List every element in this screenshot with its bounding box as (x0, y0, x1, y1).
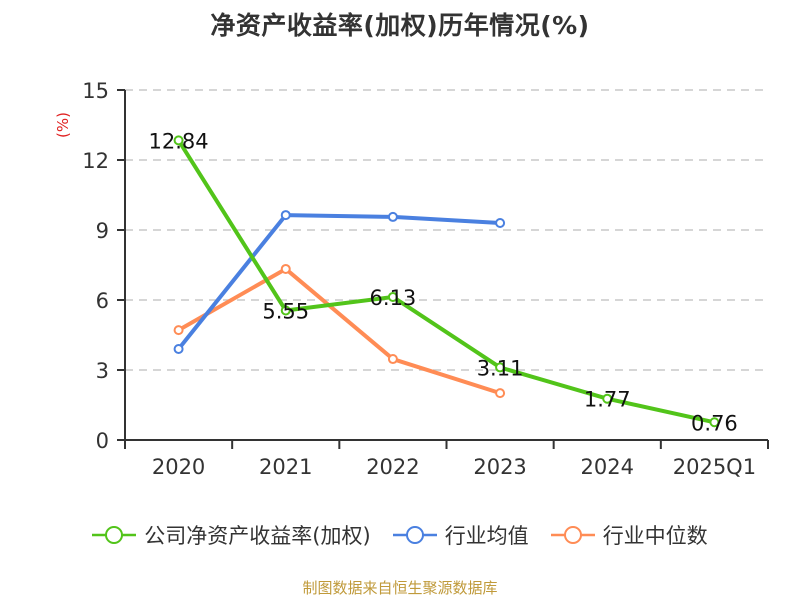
data-point (495, 218, 506, 228)
series-line-1 (176, 213, 503, 351)
legend-line-circle-icon (392, 526, 437, 544)
grid-lines (125, 89, 768, 371)
legend-label: 公司净资产收益率(加权) (144, 524, 371, 548)
data-label: 3.11 (477, 356, 524, 380)
chart-title: 净资产收益率(加权)历年情况(%) (210, 11, 590, 40)
data-point (387, 291, 398, 302)
data-label: 1.77 (584, 388, 631, 412)
x-tick-label: 2021 (259, 455, 312, 479)
y-tick-label: 9 (96, 219, 109, 243)
legend-label: 行业均值 (444, 524, 529, 548)
x-tick-label: 2025Q1 (673, 455, 756, 479)
legend-item[interactable]: 公司净资产收益率(加权) (92, 520, 371, 550)
data-point (495, 362, 506, 373)
data-point (280, 263, 291, 274)
series (173, 135, 720, 428)
data-label: 6.13 (370, 286, 417, 310)
y-tick-label: 15 (82, 79, 109, 103)
x-tick-label: 2022 (366, 455, 419, 479)
series-line-2 (176, 266, 503, 396)
y-tick-label: 0 (96, 429, 109, 453)
legend: 公司净资产收益率(加权) 行业均值 行业中位数 (0, 520, 800, 550)
x-tick-label: 2020 (152, 455, 205, 479)
data-label: 12.84 (149, 129, 209, 153)
legend-line-circle-icon (92, 526, 137, 544)
data-point (280, 305, 291, 316)
legend-item[interactable]: 行业均值 (392, 520, 529, 550)
data-point (173, 325, 184, 336)
data-point (387, 354, 398, 365)
legend-line-circle-icon (550, 526, 595, 544)
data-point (495, 388, 506, 399)
legend-item[interactable]: 行业中位数 (550, 520, 708, 550)
x-tick-label: 2023 (473, 455, 526, 479)
data-point (602, 393, 613, 404)
x-tick-label: 2024 (581, 455, 634, 479)
y-axis-label: (%) (54, 112, 72, 138)
y-tick-label: 6 (96, 289, 109, 313)
y-tick-label: 12 (82, 149, 109, 173)
legend-label: 行业中位数 (602, 524, 708, 548)
data-point (709, 417, 720, 428)
data-point (280, 210, 291, 221)
data-label: 0.76 (691, 411, 738, 435)
data-point (173, 344, 184, 354)
data-point (173, 135, 184, 146)
y-tick-label: 3 (96, 359, 109, 383)
data-point (387, 211, 398, 222)
axes: 0 3 6 9 12 15 2020 2021 2022 2023 2024 2025Q1 (82, 79, 769, 479)
data-label: 5.55 (262, 300, 309, 324)
series-line-0 (176, 138, 717, 425)
data-labels: 12.84 5.55 6.13 3.11 1.77 0.76 (149, 129, 738, 435)
data-source-note: 制图数据来自恒生聚源数据库 (302, 579, 498, 597)
